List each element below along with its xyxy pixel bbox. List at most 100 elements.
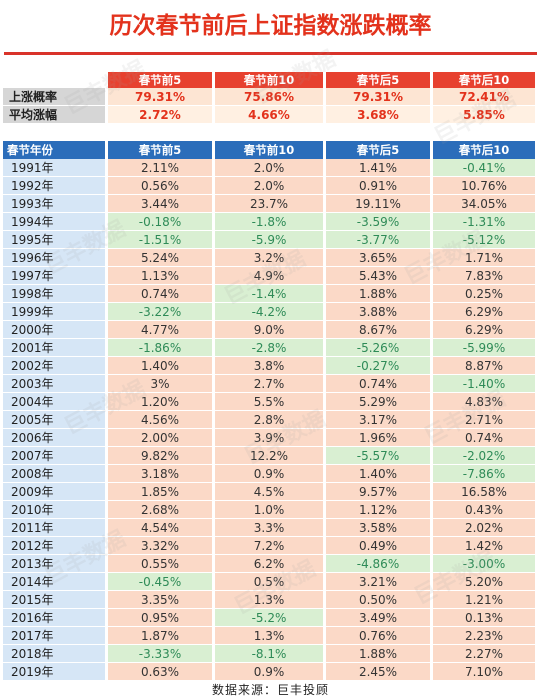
- year-cell: 2012年: [3, 537, 108, 555]
- return-cell: 0.55%: [108, 555, 215, 573]
- summary-header-cell: 春节后10: [433, 72, 538, 88]
- return-cell: 2.23%: [433, 627, 538, 645]
- yearly-returns-table: 春节年份 春节前5 春节前10 春节后5 春节后10 1991年 2.11% 2.0…: [3, 141, 538, 681]
- return-cell: 1.71%: [433, 249, 538, 267]
- return-cell: 0.9%: [215, 663, 326, 681]
- summary-value: 75.86%: [215, 88, 326, 106]
- main-header-row: 春节年份 春节前5 春节前10 春节后5 春节后10: [3, 141, 538, 159]
- return-cell: 8.87%: [433, 357, 538, 375]
- return-cell: 6.29%: [433, 321, 538, 339]
- summary-row-label: 上涨概率: [3, 88, 108, 106]
- return-cell: -0.27%: [326, 357, 433, 375]
- table-row: 2000年 4.77% 9.0% 8.67% 6.29%: [3, 321, 538, 339]
- return-cell: 2.45%: [326, 663, 433, 681]
- return-cell: 1.40%: [108, 357, 215, 375]
- summary-header-cell: 春节前5: [108, 72, 215, 88]
- return-cell: 1.40%: [326, 465, 433, 483]
- return-cell: 1.3%: [215, 591, 326, 609]
- return-cell: 19.11%: [326, 195, 433, 213]
- year-cell: 1991年: [3, 159, 108, 177]
- year-cell: 2009年: [3, 483, 108, 501]
- return-cell: -5.2%: [215, 609, 326, 627]
- year-cell: 2000年: [3, 321, 108, 339]
- return-cell: 1.96%: [326, 429, 433, 447]
- table-row: 1995年 -1.51% -5.9% -3.77% -5.12%: [3, 231, 538, 249]
- return-cell: 3.9%: [215, 429, 326, 447]
- table-row: 1999年 -3.22% -4.2% 3.88% 6.29%: [3, 303, 538, 321]
- return-cell: 0.25%: [433, 285, 538, 303]
- return-cell: 1.3%: [215, 627, 326, 645]
- return-cell: 5.29%: [326, 393, 433, 411]
- return-cell: 3.35%: [108, 591, 215, 609]
- return-cell: -5.9%: [215, 231, 326, 249]
- year-cell: 2013年: [3, 555, 108, 573]
- return-cell: -1.40%: [433, 375, 538, 393]
- table-row: 2018年 -3.33% -8.1% 1.88% 2.27%: [3, 645, 538, 663]
- summary-value: 4.66%: [215, 106, 326, 124]
- return-cell: 7.10%: [433, 663, 538, 681]
- year-cell: 2004年: [3, 393, 108, 411]
- summary-value: 5.85%: [433, 106, 538, 124]
- return-cell: 5.5%: [215, 393, 326, 411]
- return-cell: 34.05%: [433, 195, 538, 213]
- return-cell: 5.20%: [433, 573, 538, 591]
- return-cell: 3.58%: [326, 519, 433, 537]
- table-row: 2008年 3.18% 0.9% 1.40% -7.86%: [3, 465, 538, 483]
- table-row: 2006年 2.00% 3.9% 1.96% 0.74%: [3, 429, 538, 447]
- return-cell: -4.2%: [215, 303, 326, 321]
- table-row: 2015年 3.35% 1.3% 0.50% 1.21%: [3, 591, 538, 609]
- table-row: 2012年 3.32% 7.2% 0.49% 1.42%: [3, 537, 538, 555]
- return-cell: 3.3%: [215, 519, 326, 537]
- year-cell: 2016年: [3, 609, 108, 627]
- year-cell: 2018年: [3, 645, 108, 663]
- return-cell: 8.67%: [326, 321, 433, 339]
- return-cell: -1.51%: [108, 231, 215, 249]
- return-cell: 16.58%: [433, 483, 538, 501]
- return-cell: 1.85%: [108, 483, 215, 501]
- year-cell: 2019年: [3, 663, 108, 681]
- return-cell: 2.11%: [108, 159, 215, 177]
- return-cell: 1.41%: [326, 159, 433, 177]
- year-cell: 1994年: [3, 213, 108, 231]
- return-cell: -0.45%: [108, 573, 215, 591]
- table-row: 1992年 0.56% 2.0% 0.91% 10.76%: [3, 177, 538, 195]
- summary-header-cell: 春节前10: [215, 72, 326, 88]
- return-cell: 2.68%: [108, 501, 215, 519]
- summary-value: 72.41%: [433, 88, 538, 106]
- year-cell: 1998年: [3, 285, 108, 303]
- year-cell: 2007年: [3, 447, 108, 465]
- main-header-cell: 春节前5: [108, 141, 215, 159]
- return-cell: 0.43%: [433, 501, 538, 519]
- return-cell: 12.2%: [215, 447, 326, 465]
- return-cell: 9.0%: [215, 321, 326, 339]
- return-cell: -8.1%: [215, 645, 326, 663]
- return-cell: 6.2%: [215, 555, 326, 573]
- year-cell: 1992年: [3, 177, 108, 195]
- table-row: 2002年 1.40% 3.8% -0.27% 8.87%: [3, 357, 538, 375]
- return-cell: 4.54%: [108, 519, 215, 537]
- return-cell: -2.8%: [215, 339, 326, 357]
- return-cell: 3.17%: [326, 411, 433, 429]
- return-cell: 0.50%: [326, 591, 433, 609]
- summary-row-average-gain: 平均涨幅 2.72% 4.66% 3.68% 5.85%: [3, 106, 538, 124]
- year-cell: 2006年: [3, 429, 108, 447]
- title-divider: [4, 52, 537, 55]
- return-cell: 2.8%: [215, 411, 326, 429]
- return-cell: -3.00%: [433, 555, 538, 573]
- return-cell: -3.22%: [108, 303, 215, 321]
- return-cell: -3.59%: [326, 213, 433, 231]
- return-cell: 3.65%: [326, 249, 433, 267]
- year-cell: 2005年: [3, 411, 108, 429]
- return-cell: -3.77%: [326, 231, 433, 249]
- return-cell: 5.24%: [108, 249, 215, 267]
- summary-value: 3.68%: [326, 106, 433, 124]
- return-cell: 2.0%: [215, 159, 326, 177]
- return-cell: 3%: [108, 375, 215, 393]
- year-cell: 2010年: [3, 501, 108, 519]
- table-row: 1991年 2.11% 2.0% 1.41% -0.41%: [3, 159, 538, 177]
- main-header-cell: 春节前10: [215, 141, 326, 159]
- return-cell: 2.00%: [108, 429, 215, 447]
- return-cell: 0.9%: [215, 465, 326, 483]
- return-cell: 2.27%: [433, 645, 538, 663]
- summary-corner-cell: [3, 72, 108, 88]
